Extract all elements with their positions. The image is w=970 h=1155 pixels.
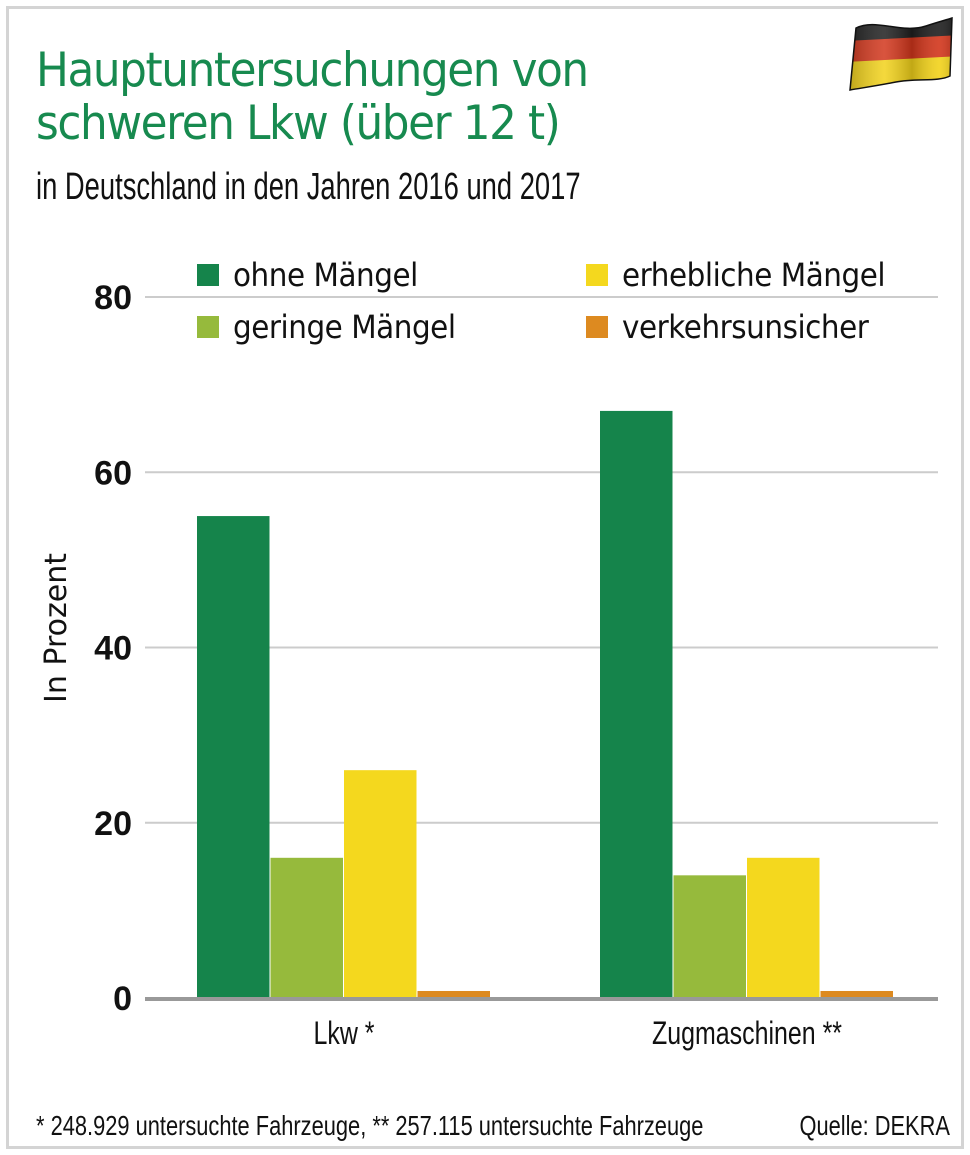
legend-item-geringe-maengel: geringe Mängel	[197, 308, 475, 346]
title-line-1: Hauptuntersuchungen von	[36, 43, 589, 98]
bar-ohne-mängel	[197, 516, 270, 998]
y-axis-label: In Prozent	[39, 553, 74, 703]
x-category-label: Lkw *	[313, 1016, 374, 1052]
bar-verkehrsunsicher	[820, 990, 893, 998]
footnote: * 248.929 untersuchte Fahrzeuge, ** 257.…	[36, 1110, 704, 1141]
source-note: Quelle: DEKRA	[799, 1110, 950, 1141]
legend-label: verkehrsunsicher	[622, 308, 869, 346]
legend-swatch	[197, 264, 219, 286]
chart-subtitle: in Deutschland in den Jahren 2016 und 20…	[36, 166, 581, 208]
y-tick-label: 20	[94, 805, 132, 843]
legend-swatch	[586, 264, 608, 286]
legend-label: geringe Mängel	[233, 308, 456, 346]
x-category-label: Zugmaschinen **	[652, 1016, 842, 1052]
legend-swatch	[197, 316, 219, 338]
germany-flag-icon	[849, 16, 953, 91]
bar-ohne-mängel	[600, 410, 673, 999]
legend-swatch	[586, 316, 608, 338]
bar-erhebliche-mängel	[747, 857, 820, 998]
y-tick-label: 60	[94, 454, 132, 492]
y-tick-label: 40	[94, 630, 132, 668]
title-line-2: schweren Lkw (über 12 t)	[36, 96, 561, 151]
legend-item-verkehrsunsicher: verkehrsunsicher	[586, 308, 890, 346]
legend-item-erhebliche-maengel: erhebliche Mängel	[586, 256, 908, 294]
bar-geringe-mängel	[270, 857, 343, 998]
legend-label: ohne Mängel	[233, 256, 418, 294]
bar-verkehrsunsicher	[417, 990, 490, 998]
legend-item-ohne-maengel: ohne Mängel	[197, 256, 434, 294]
y-tick-label: 80	[94, 279, 132, 317]
bar-erhebliche-mängel	[344, 770, 417, 998]
bar-geringe-mängel	[673, 875, 746, 998]
y-tick-label: 0	[113, 980, 132, 1018]
legend-label: erhebliche Mängel	[622, 256, 886, 294]
chart-title: Hauptuntersuchungen von schweren Lkw (üb…	[36, 43, 589, 151]
